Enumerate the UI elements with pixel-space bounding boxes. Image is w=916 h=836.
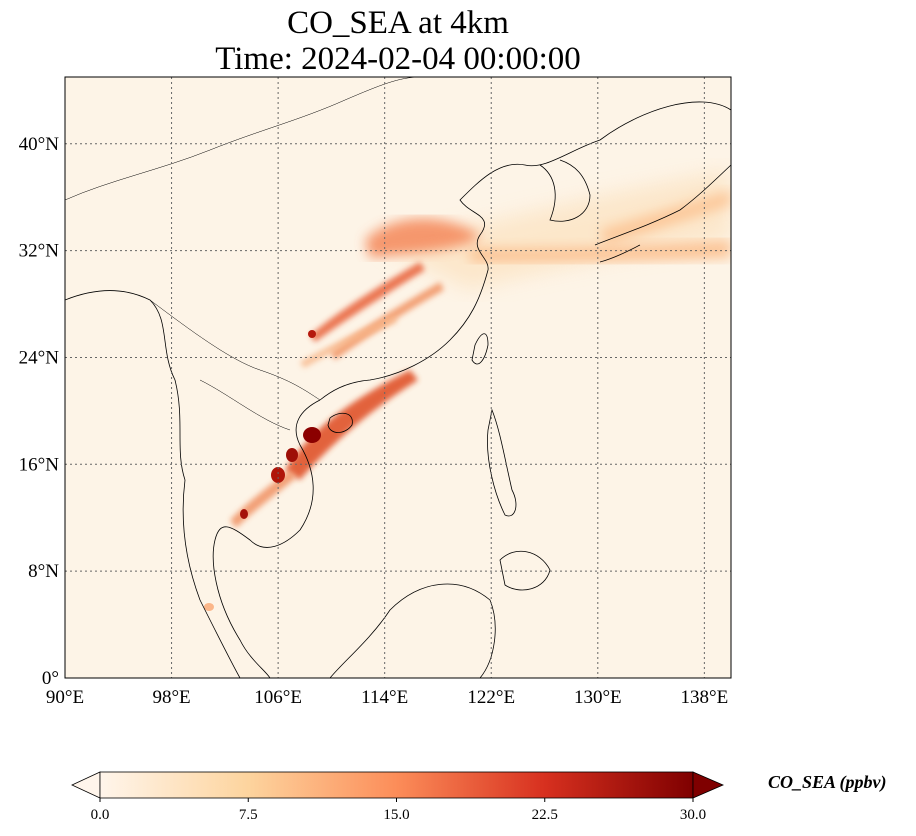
lon-tick-label: 106°E (254, 687, 302, 708)
coast-mindanao (499, 551, 551, 591)
colorbar: 0.0 7.5 15.0 22.5 30.0 CO_SEA (ppbv) (71, 771, 887, 823)
lon-tick-label: 90°E (46, 687, 84, 708)
lon-tick-label: 114°E (361, 687, 408, 708)
hotspot-cambodia (240, 509, 248, 519)
colorbar-tick-label: 15.0 (383, 807, 409, 823)
coastlines (65, 77, 731, 678)
map-frame (64, 76, 732, 679)
gridlines (65, 77, 731, 678)
coast-korea (539, 159, 591, 222)
coast-malay-west (182, 479, 241, 678)
colorbar-gradient (99, 771, 694, 799)
lat-tick-label: 16°N (19, 454, 60, 475)
coast-japan (594, 164, 731, 263)
plume-streak-3 (300, 315, 397, 368)
hotspot-north-vietnam (286, 448, 298, 462)
coast-hainan (327, 412, 353, 433)
colorbar-tick-label: 30.0 (680, 807, 706, 823)
coast-taiwan (471, 333, 489, 365)
lon-tick-label: 98°E (152, 687, 190, 708)
coast-myanmar (65, 290, 186, 481)
lat-tick-labels: 0° 8°N 16°N 24°N 32°N 40°N (19, 134, 60, 689)
plume-japan (600, 190, 731, 245)
coast-indochina (212, 399, 321, 678)
lat-tick-label: 24°N (19, 347, 60, 368)
colorbar-ticks: 0.0 7.5 15.0 22.5 30.0 (91, 798, 706, 823)
colorbar-label: CO_SEA (ppbv) (768, 772, 887, 793)
lon-tick-labels: 90°E 98°E 106°E 114°E 122°E 130°E 138°E (46, 687, 728, 708)
lon-tick-label: 130°E (574, 687, 622, 708)
hotspot-laos (271, 467, 285, 483)
colorbar-tick-label: 0.0 (91, 807, 110, 823)
map-subtitle-time: Time: 2024-02-04 00:00:00 (215, 41, 581, 77)
colorbar-extend-high (692, 771, 725, 799)
coast-borneo (329, 583, 496, 678)
colorbar-tick-label: 7.5 (239, 807, 258, 823)
lat-tick-label: 8°N (28, 561, 59, 582)
colorbar-tick-label: 22.5 (532, 807, 558, 823)
lat-tick-label: 40°N (19, 134, 60, 155)
lon-tick-label: 138°E (681, 687, 729, 708)
colorbar-extend-low (71, 771, 101, 799)
plume-east-broad (380, 170, 731, 290)
hotspot-guangxi (308, 330, 316, 338)
lat-tick-label: 0° (42, 668, 59, 689)
map-panel (64, 76, 732, 679)
hotspot-gulf-tonkin (303, 427, 321, 443)
hotspot-malaysia (204, 603, 214, 611)
coast-china-east (319, 101, 731, 401)
lon-tick-label: 122°E (467, 687, 515, 708)
plume-yangtze (365, 218, 480, 258)
border-china-south (149, 299, 321, 431)
map-title: CO_SEA at 4km (287, 5, 509, 41)
border-china-west (65, 77, 421, 201)
coast-luzon (487, 408, 517, 517)
lat-tick-label: 32°N (19, 241, 60, 262)
plume-streak-1 (310, 262, 425, 342)
